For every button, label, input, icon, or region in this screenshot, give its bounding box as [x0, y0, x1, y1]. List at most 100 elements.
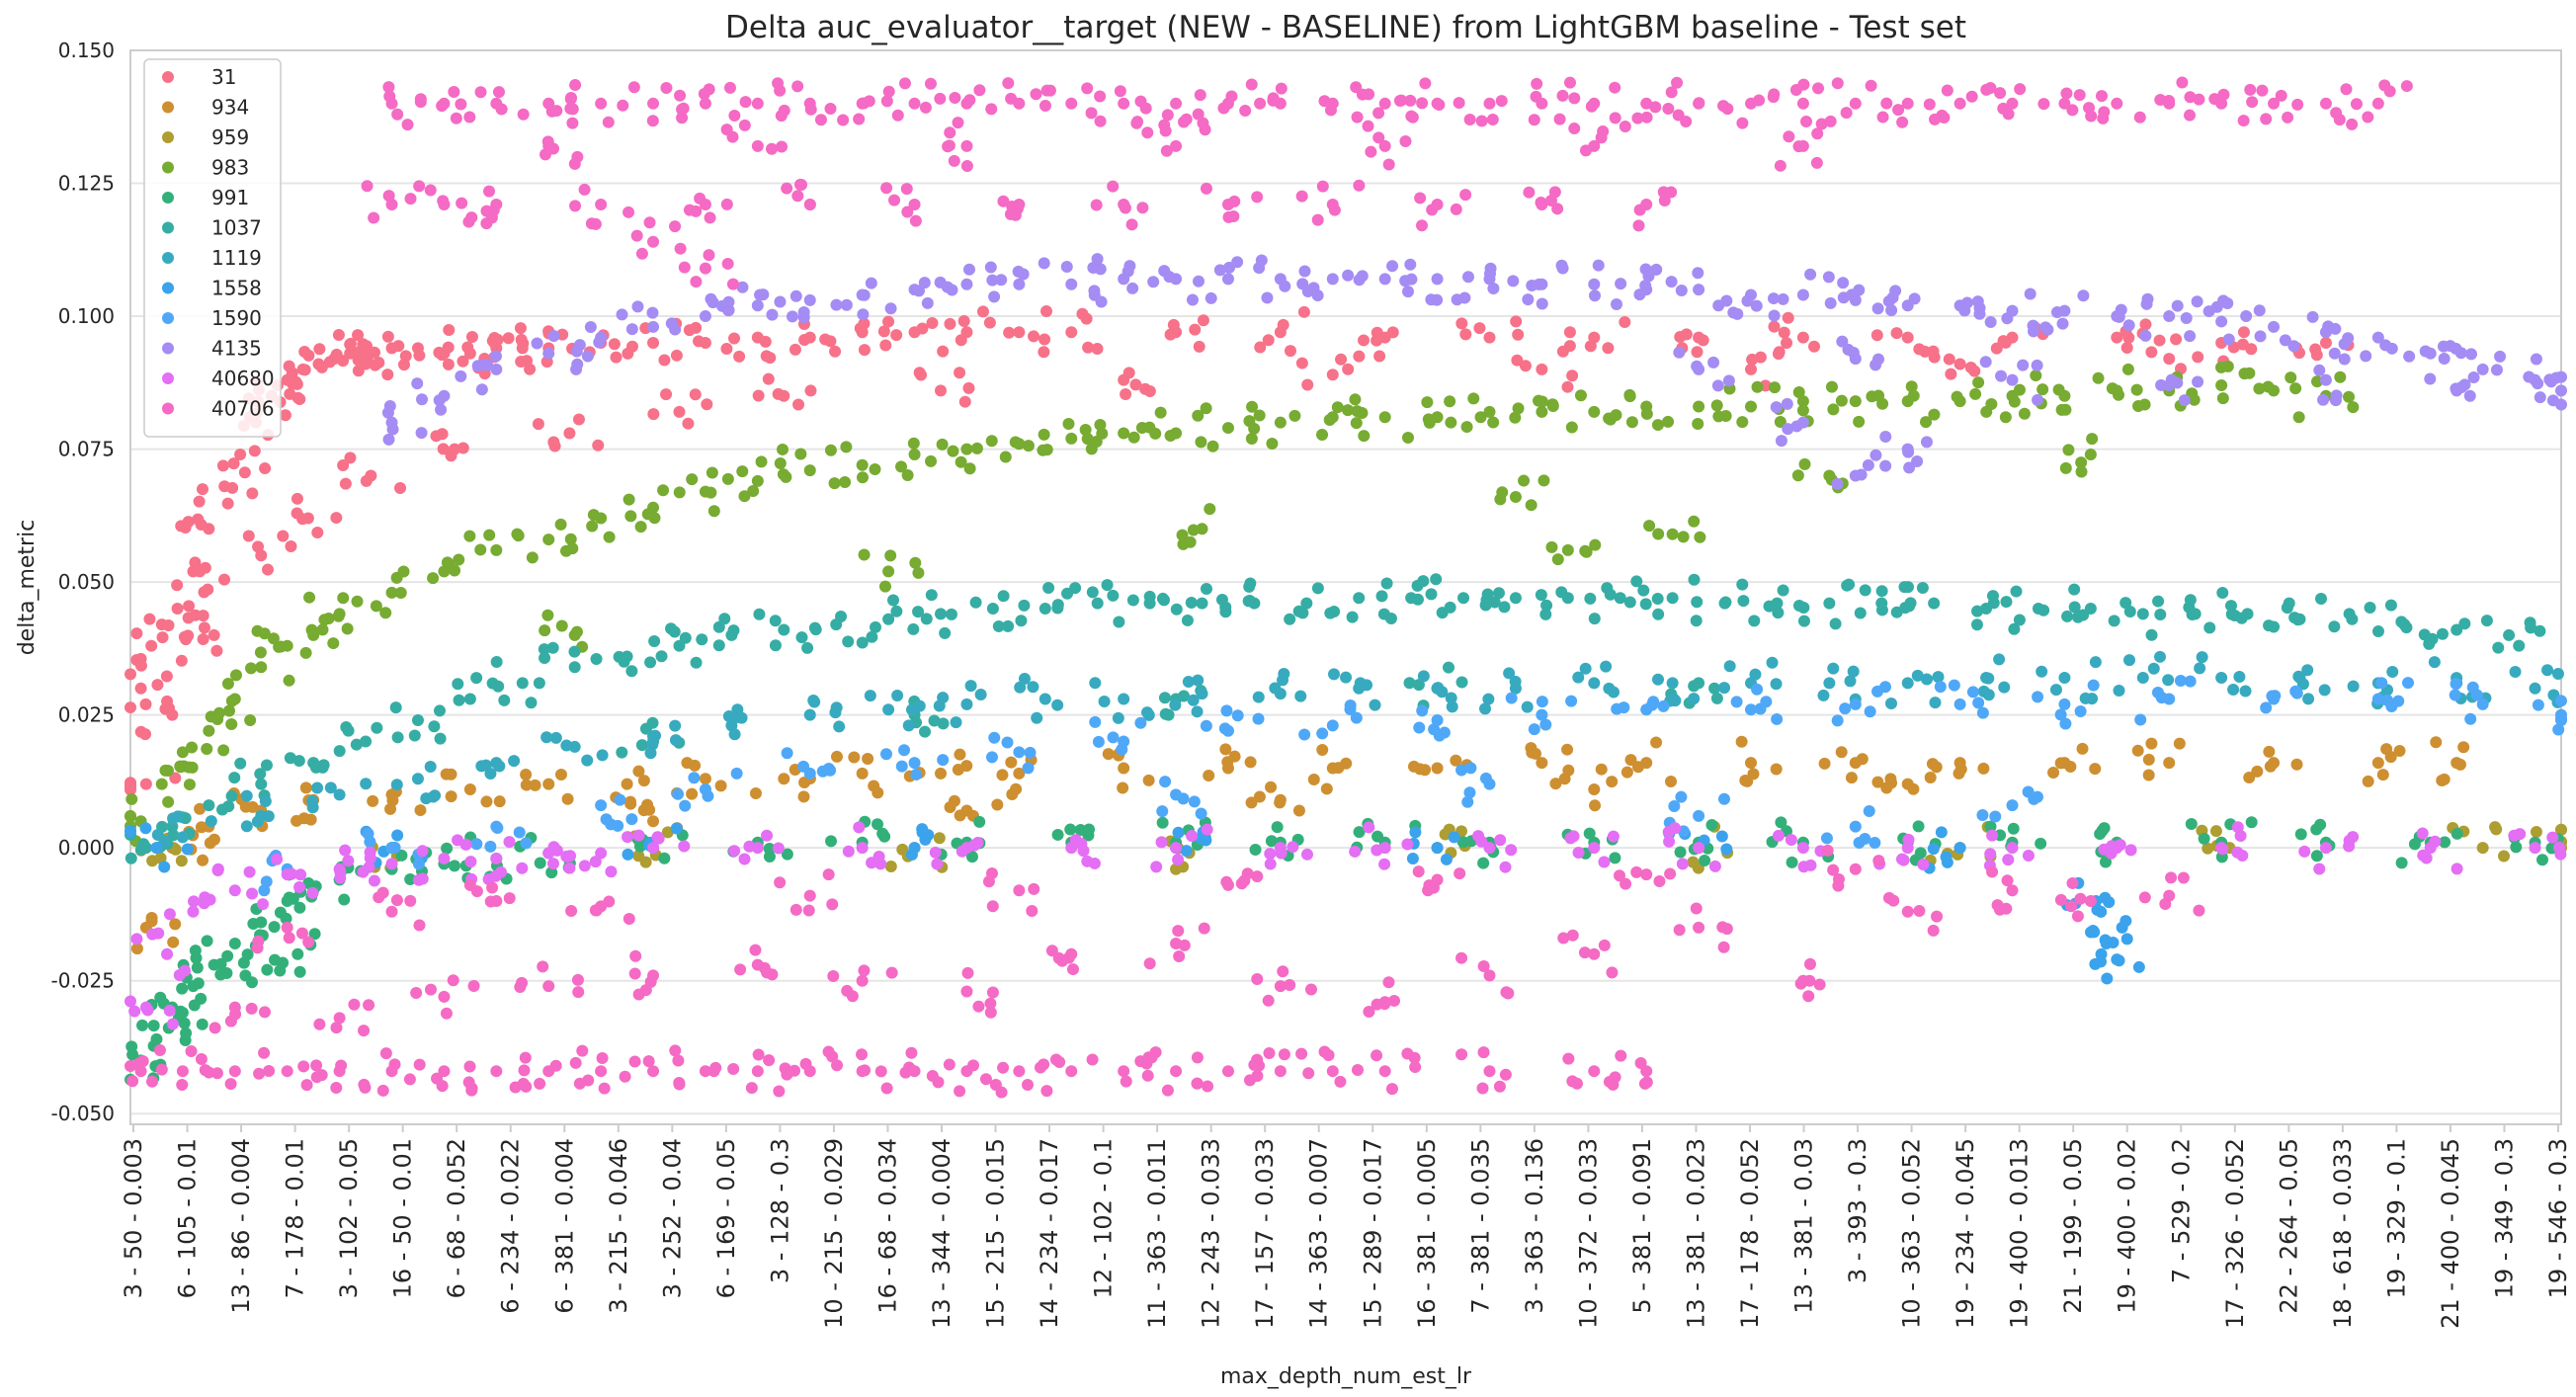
data-point [1245, 433, 1258, 446]
data-point [1040, 305, 1053, 318]
data-point [480, 795, 493, 808]
data-point [228, 772, 241, 784]
data-point [669, 719, 682, 732]
data-point [1777, 584, 1789, 597]
data-point [176, 982, 189, 995]
data-point [1536, 297, 1548, 310]
y-tick-label: -0.050 [51, 1102, 115, 1125]
data-point [761, 829, 774, 842]
data-point [1186, 293, 1199, 306]
data-point [1840, 107, 1853, 120]
data-point [2035, 837, 2047, 850]
data-point [1693, 809, 1705, 822]
data-point [1736, 578, 1749, 591]
data-point [1796, 404, 1809, 417]
data-point [825, 835, 838, 848]
data-point [245, 662, 258, 675]
data-point [383, 90, 396, 103]
data-point [956, 845, 968, 858]
data-point [2217, 88, 2230, 101]
data-point [1450, 203, 1462, 215]
data-point [2171, 299, 2184, 312]
data-point [627, 81, 640, 94]
data-point [727, 1063, 740, 1076]
data-point [1584, 592, 1597, 605]
data-point [1326, 1065, 1339, 1078]
data-point [146, 928, 159, 941]
data-point [1298, 265, 1311, 278]
data-point [625, 813, 638, 826]
data-point [1802, 990, 1815, 1003]
data-point [1512, 328, 1525, 341]
data-point [1753, 94, 1766, 107]
data-point [511, 528, 524, 540]
data-point [1088, 857, 1101, 869]
data-point [2364, 602, 2376, 615]
data-point [2059, 461, 2072, 474]
data-point [381, 330, 394, 343]
data-point [1196, 597, 1208, 610]
data-point [590, 652, 603, 665]
data-point [2180, 312, 2193, 325]
data-point [2106, 382, 2119, 395]
data-point [315, 1069, 328, 1082]
data-point [1065, 432, 1078, 445]
data-point [554, 518, 567, 531]
data-point [826, 1050, 839, 1063]
data-point [2018, 407, 2031, 420]
data-point [1385, 1083, 1398, 1096]
data-point [1378, 1065, 1391, 1078]
data-point [1845, 772, 1858, 784]
data-point [2266, 690, 2279, 702]
series-1590 [258, 674, 2567, 897]
data-point [226, 481, 239, 494]
data-point [379, 1047, 392, 1060]
data-point [198, 586, 210, 599]
data-point [2059, 403, 2072, 416]
data-point [404, 193, 417, 205]
data-point [913, 699, 926, 712]
data-point [935, 608, 947, 620]
data-point [781, 182, 793, 195]
data-point [1275, 847, 1288, 860]
data-point [234, 757, 247, 770]
data-point [1745, 400, 1757, 413]
data-point [2056, 317, 2069, 330]
x-tick-label: 15 - 215 - 0.015 [982, 1138, 1010, 1329]
data-point [1244, 756, 1257, 769]
data-point [882, 565, 895, 578]
data-point [183, 779, 196, 791]
data-point [1766, 656, 1779, 669]
x-tick-label: 10 - 363 - 0.052 [1898, 1138, 1926, 1329]
data-point [1142, 774, 1155, 786]
data-point [2066, 104, 2079, 117]
data-point [809, 623, 822, 636]
data-point [1578, 946, 1591, 959]
x-tick-label: 6 - 169 - 0.05 [712, 1138, 740, 1298]
data-point [2240, 309, 2253, 322]
data-point [984, 1006, 997, 1019]
data-point [690, 276, 703, 288]
data-point [420, 792, 433, 805]
data-point [277, 530, 290, 542]
data-point [2424, 372, 2437, 385]
data-point [1588, 405, 1601, 418]
data-point [1585, 100, 1598, 113]
data-point [882, 85, 895, 98]
data-point [704, 211, 716, 224]
data-point [1363, 1005, 1375, 1018]
x-tick-label: 6 - 105 - 0.01 [174, 1138, 202, 1298]
data-point [803, 708, 816, 721]
data-point [151, 679, 164, 692]
data-point [1886, 291, 1899, 304]
data-point [1118, 762, 1130, 775]
data-point [1051, 599, 1064, 612]
data-point [1426, 204, 1439, 216]
data-point [960, 160, 973, 173]
data-point [386, 423, 399, 436]
data-point [247, 918, 260, 931]
data-point [1972, 376, 1985, 389]
data-point [1820, 832, 1833, 845]
data-point [368, 211, 380, 224]
legend-label: 40706 [211, 397, 275, 421]
